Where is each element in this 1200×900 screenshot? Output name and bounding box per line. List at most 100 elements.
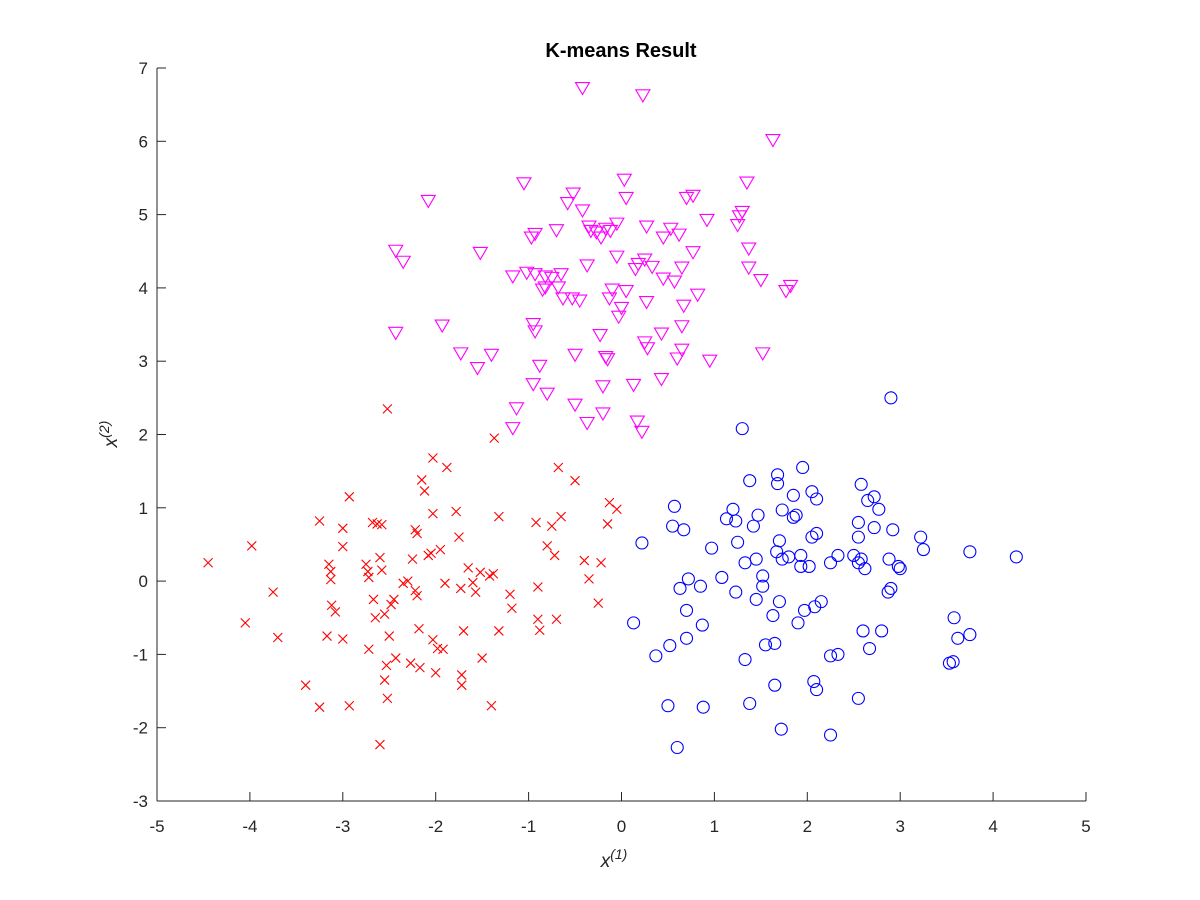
cluster-2-triangle-marker [608, 217, 625, 232]
cluster-1-x-marker [426, 548, 436, 559]
cluster-3-circle-marker [893, 562, 907, 576]
x-tick-label: -3 [335, 817, 350, 836]
cluster-3-circle-marker [791, 616, 805, 630]
cluster-2-triangle-marker [527, 268, 544, 282]
cluster-2-triangle-marker [671, 228, 688, 243]
cluster-1-x-marker [493, 626, 504, 636]
cluster-3-circle-marker [854, 552, 868, 566]
cluster-2-triangle-marker [525, 378, 542, 392]
cluster-2-triangle-marker [395, 255, 412, 270]
cluster-1-x-marker [272, 632, 283, 643]
cluster-3-circle-marker [696, 700, 710, 714]
cluster-2-triangle-marker [539, 387, 556, 402]
cluster-3-circle-marker [782, 550, 796, 564]
cluster-1-x-marker [440, 578, 450, 589]
cluster-2-triangle-marker [537, 270, 554, 284]
cluster-3-circle-marker [705, 541, 719, 555]
cluster-1-x-marker [549, 550, 560, 561]
cluster-2-triangle-marker [644, 260, 661, 275]
cluster-1-x-marker [456, 670, 467, 680]
cluster-3-circle-marker [963, 628, 977, 642]
cluster-2-triangle-marker [734, 205, 751, 220]
cluster-2-triangle-marker [548, 224, 565, 238]
cluster-2-triangle-marker [559, 197, 576, 211]
cluster-1-x-marker [337, 541, 348, 552]
cluster-3-circle-marker [1009, 550, 1023, 564]
cluster-3-circle-marker [772, 534, 786, 548]
cluster-3-circle-marker [823, 556, 838, 570]
cluster-1-x-marker [268, 587, 279, 597]
cluster-1-x-marker [570, 475, 580, 486]
cluster-1-x-marker [407, 554, 418, 564]
plot-markers [203, 81, 1023, 755]
cluster-1-x-marker [410, 585, 421, 596]
cluster-1-x-marker [470, 587, 481, 597]
cluster-2-triangle-marker [638, 296, 655, 310]
cluster-2-triangle-marker [564, 292, 581, 306]
cluster-3-circle-marker [823, 649, 838, 663]
cluster-3-circle-marker [693, 579, 708, 593]
cluster-2-triangle-marker [608, 250, 625, 265]
cluster-1-x-marker [384, 631, 395, 641]
cluster-3-circle-marker [862, 641, 877, 656]
plot-axes: -5 -4 -3 -2 -1 0 1 2 3 4 5 -3 -2 -1 0 1 2 3 4 5 6 7 [133, 59, 1091, 836]
cluster-2-triangle-marker [777, 285, 794, 299]
cluster-3-circle-marker [810, 492, 824, 506]
cluster-3-circle-marker [749, 592, 763, 606]
cluster-1-x-marker [375, 552, 385, 563]
cluster-3-circle-marker [805, 485, 819, 499]
cluster-2-triangle-marker [574, 204, 591, 219]
cluster-3-circle-marker [729, 514, 743, 528]
cluster-1-x-marker [382, 693, 393, 704]
cluster-3-circle-marker [743, 474, 757, 488]
cluster-1-x-marker [363, 644, 374, 655]
cluster-1-x-marker [604, 497, 615, 508]
cluster-2-triangle-marker [701, 354, 718, 369]
cluster-2-triangle-marker [472, 246, 489, 261]
cluster-3-circle-marker [768, 678, 782, 692]
cluster-3-circle-marker [635, 536, 649, 550]
cluster-2-triangle-marker [673, 320, 690, 334]
x-tick-label: -5 [149, 817, 164, 836]
cluster-1-x-marker [602, 519, 613, 529]
cluster-2-triangle-marker [653, 372, 670, 387]
cluster-1-x-marker [390, 653, 401, 663]
cluster-3-circle-marker [663, 639, 677, 653]
cluster-2-triangle-marker [594, 380, 611, 394]
cluster-3-circle-marker [882, 552, 896, 566]
cluster-3-circle-marker [867, 521, 881, 535]
cluster-2-triangle-marker [452, 347, 469, 361]
cluster-2-triangle-marker [599, 353, 616, 367]
cluster-3-circle-marker [715, 570, 729, 584]
cluster-3-circle-marker [786, 488, 800, 502]
cluster-2-triangle-marker [669, 352, 686, 367]
y-tick-label: 6 [139, 132, 148, 151]
cluster-1-x-marker [556, 511, 567, 522]
cluster-3-circle-marker [666, 519, 680, 533]
cluster-3-circle-marker [796, 460, 810, 475]
cluster-1-x-marker [412, 528, 423, 539]
cluster-1-x-marker [402, 576, 413, 586]
cluster-3-circle-marker [881, 585, 895, 599]
cluster-3-circle-marker [731, 535, 745, 549]
cluster-1-x-marker [456, 680, 467, 691]
cluster-2-triangle-marker [740, 242, 757, 257]
cluster-1-x-marker [362, 566, 373, 577]
cluster-3-circle-marker [661, 699, 675, 713]
cluster-1-x-marker [379, 675, 390, 685]
cluster-2-triangle-marker [655, 272, 672, 287]
cluster-2-triangle-marker [738, 176, 755, 191]
y-tick-label: 2 [139, 426, 148, 445]
cluster-3-circle-marker [756, 569, 770, 583]
x-tick-label: 5 [1081, 817, 1090, 836]
y-tick-label: 1 [139, 499, 148, 518]
cluster-1-x-marker [344, 491, 355, 502]
cluster-3-circle-marker [823, 728, 838, 742]
cluster-2-triangle-marker [553, 268, 570, 282]
cluster-3-circle-marker [810, 683, 824, 697]
cluster-2-triangle-marker [729, 219, 746, 233]
cluster-2-triangle-marker [527, 325, 544, 339]
cluster-2-triangle-marker [653, 327, 670, 342]
cluster-3-circle-marker [951, 631, 965, 645]
